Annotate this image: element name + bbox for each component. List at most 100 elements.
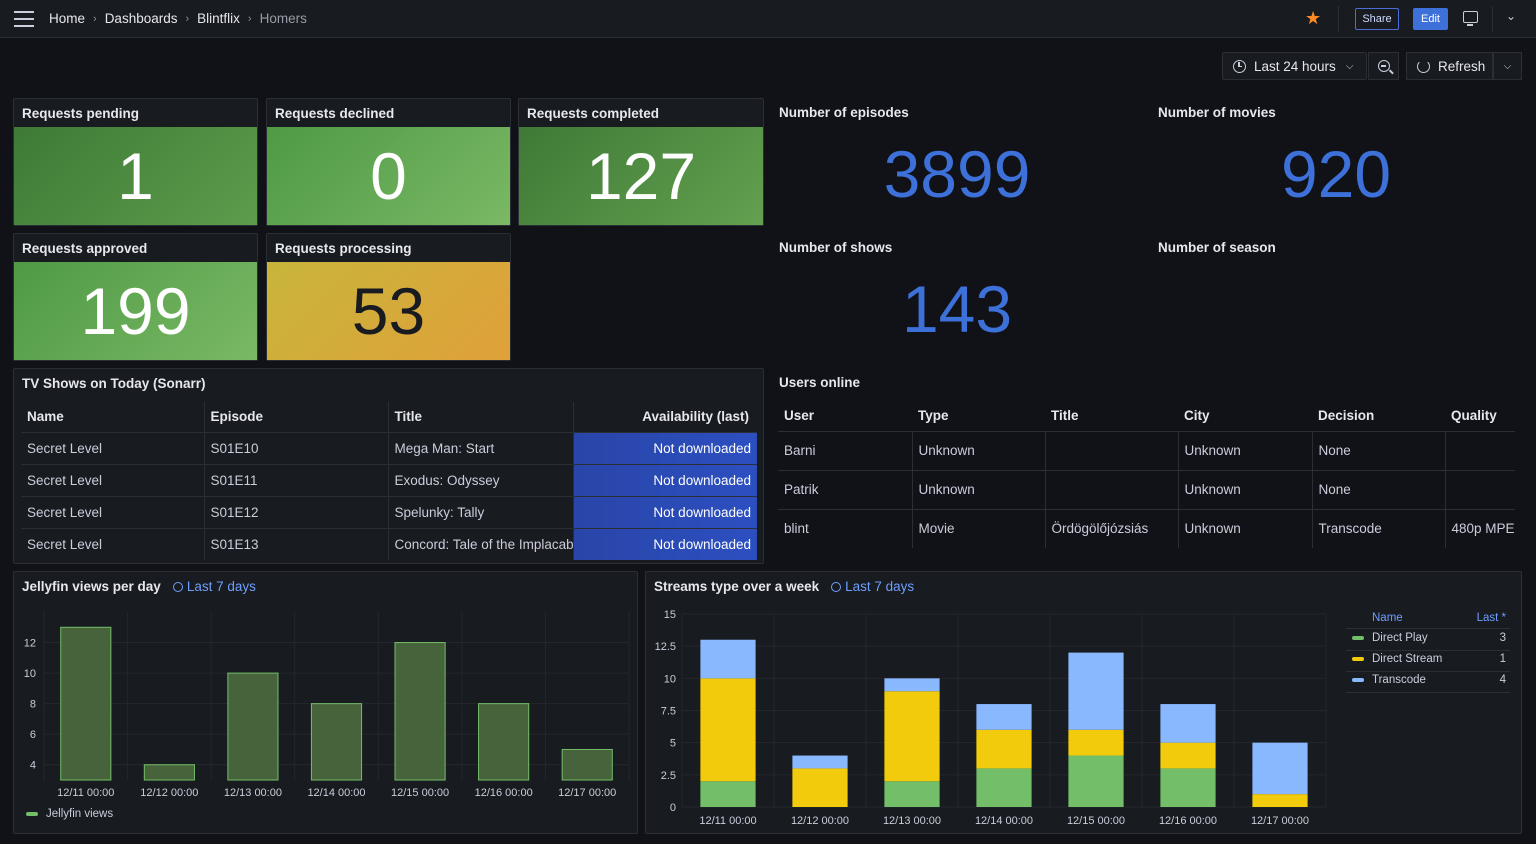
stat-value: 127 xyxy=(519,127,763,225)
column-header[interactable]: City xyxy=(1184,408,1210,424)
cell-title: Mega Man: Start xyxy=(387,431,573,464)
column-header[interactable]: Decision xyxy=(1318,408,1375,424)
cell-quality xyxy=(1444,430,1515,470)
legend-swatch xyxy=(1352,636,1364,640)
stat-panel-pending: Requests pending 1 xyxy=(13,98,258,226)
column-header[interactable]: Type xyxy=(918,408,949,424)
cell-type: Movie xyxy=(911,508,1045,548)
share-button[interactable]: Share xyxy=(1355,8,1399,30)
breadcrumb-home[interactable]: Home xyxy=(49,11,86,26)
panel-title: TV Shows on Today (Sonarr) xyxy=(22,376,206,391)
bar-jellyfin-views xyxy=(227,672,279,781)
table-row: Barni Unknown Unknown None xyxy=(778,430,1515,470)
column-header[interactable]: Episode xyxy=(203,402,388,432)
refresh-button[interactable]: Refresh xyxy=(1406,52,1493,80)
column-header[interactable]: Quality xyxy=(1451,408,1497,424)
clock-icon xyxy=(172,582,183,592)
bar-jellyfin-views xyxy=(478,703,530,781)
top-navbar: Home › Dashboards › Blintflix › Homers ★… xyxy=(0,0,1536,38)
panel-title: Number of movies xyxy=(1158,105,1276,120)
cell-city: Unknown xyxy=(1177,469,1312,509)
legend-item[interactable]: Direct Stream 1 xyxy=(1352,653,1506,665)
column-header[interactable]: Availability (last) xyxy=(572,402,757,432)
panel-title: Requests declined xyxy=(275,106,395,121)
breadcrumb-dashboards[interactable]: Dashboards xyxy=(104,11,178,26)
legend-label: Jellyfin views xyxy=(46,808,114,820)
cell-quality: 480p MPE xyxy=(1444,508,1515,548)
time-info-label: Last 7 days xyxy=(845,579,915,594)
legend-label: Direct Play xyxy=(1372,632,1428,644)
panel-title: Number of shows xyxy=(779,240,893,255)
stat-value: 1 xyxy=(14,127,257,225)
streams-stacked-bar-chart: 0 2.5 5 7.5 10 12.5 15 12/11 00:00 12/12 00:00 12… xyxy=(655,609,1327,827)
bar-jellyfin-views xyxy=(310,703,363,781)
legend-item[interactable]: Direct Play 3 xyxy=(1352,632,1506,644)
column-header[interactable]: Title xyxy=(387,402,573,432)
cell-decision: Transcode xyxy=(1311,508,1445,548)
time-info: Last 7 days xyxy=(831,579,914,594)
legend-header-last[interactable]: Last * xyxy=(1476,612,1506,624)
stat-panel-season: Number of season xyxy=(1150,233,1522,361)
tv-mode-icon[interactable] xyxy=(1463,11,1478,26)
bar-jellyfin-views xyxy=(60,626,112,781)
cell-title: Ördögölőjózsiás xyxy=(1044,508,1178,548)
bar-segment-direct-stream xyxy=(1160,742,1216,769)
cell-availability: Not downloaded xyxy=(572,431,757,464)
clock-icon xyxy=(1233,59,1246,73)
bar-segment-direct-stream xyxy=(1068,729,1124,756)
x-tick-label: 12/12 00:00 xyxy=(140,787,198,799)
column-header[interactable]: Name xyxy=(27,409,64,425)
bar-segment-transcode xyxy=(792,755,848,769)
cell-episode: S01E10 xyxy=(203,431,388,464)
time-range-picker[interactable]: Last 24 hours ⌵ xyxy=(1222,52,1367,80)
legend-item[interactable]: Transcode 4 xyxy=(1352,674,1506,686)
x-tick-label: 12/14 00:00 xyxy=(975,815,1033,827)
stat-panel-movies: Number of movies 920 xyxy=(1150,98,1522,226)
bar-segment-direct-play xyxy=(700,781,756,807)
tv-shows-panel: TV Shows on Today (Sonarr) Name Episode … xyxy=(13,368,764,564)
cell-episode: S01E12 xyxy=(203,495,388,528)
column-header[interactable]: Title xyxy=(1051,408,1079,424)
star-icon[interactable]: ★ xyxy=(1305,8,1322,28)
y-tick-label: 7.5 xyxy=(661,706,676,718)
panel-title-text: Jellyfin views per day xyxy=(22,579,161,594)
stat-panel-approved: Requests approved 199 xyxy=(13,233,258,361)
refresh-interval-dropdown[interactable]: ⌵ xyxy=(1493,52,1522,80)
legend-label: Transcode xyxy=(1372,674,1426,686)
table-row: Secret Level S01E13 Concord: Tale of the… xyxy=(21,527,757,560)
legend-swatch xyxy=(1352,657,1364,661)
stat-value: 199 xyxy=(14,262,257,360)
y-tick-label: 2.5 xyxy=(661,770,676,782)
x-tick-label: 12/13 00:00 xyxy=(883,815,941,827)
legend-header-name[interactable]: Name xyxy=(1372,612,1403,624)
cell-decision: None xyxy=(1311,469,1445,509)
x-tick-label: 12/15 00:00 xyxy=(1067,815,1125,827)
y-tick-label: 15 xyxy=(664,609,676,621)
x-tick-label: 12/11 00:00 xyxy=(699,815,756,827)
cell-episode: S01E13 xyxy=(203,527,388,560)
divider xyxy=(1346,650,1510,651)
stat-panel-declined: Requests declined 0 xyxy=(266,98,511,226)
chevron-right-icon: › xyxy=(93,12,97,25)
legend-swatch xyxy=(26,812,38,816)
cell-type: Unknown xyxy=(911,469,1045,509)
x-tick-label: 12/12 00:00 xyxy=(791,815,849,827)
panel-title: Streams type over a week Last 7 days xyxy=(654,579,914,594)
bar-jellyfin-views xyxy=(394,642,446,781)
table-row: blint Movie Ördögölőjózsiás Unknown Tran… xyxy=(778,508,1515,548)
breadcrumb-folder[interactable]: Blintflix xyxy=(197,11,240,26)
table-row: Patrik Unknown Unknown None xyxy=(778,469,1515,509)
stat-panel-episodes: Number of episodes 3899 xyxy=(771,98,1143,226)
zoom-out-button[interactable] xyxy=(1368,52,1399,80)
chevron-down-icon[interactable]: ⌄ xyxy=(1506,9,1517,23)
bar-segment-transcode xyxy=(1252,742,1308,795)
column-header[interactable]: User xyxy=(784,408,815,424)
y-tick-label: 6 xyxy=(30,729,36,741)
panel-title: Number of season xyxy=(1158,240,1276,255)
bar-segment-direct-stream xyxy=(884,691,940,782)
panel-title: Users online xyxy=(779,375,861,390)
menu-icon[interactable] xyxy=(14,11,34,27)
legend-item[interactable]: Jellyfin views xyxy=(26,808,113,820)
edit-button[interactable]: Edit xyxy=(1413,8,1448,30)
cell-title xyxy=(1044,430,1178,470)
